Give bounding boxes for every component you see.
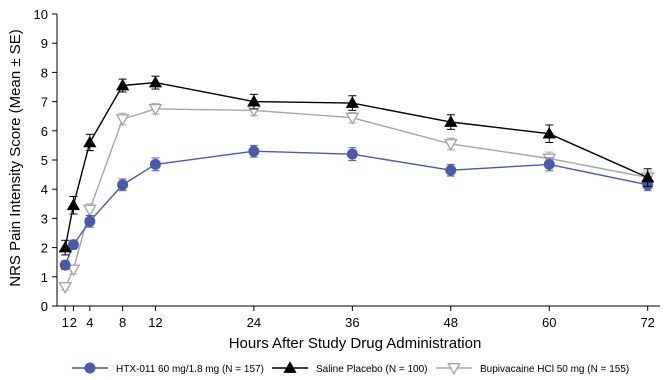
- y-tick-label: 10: [34, 7, 48, 22]
- legend-item-0: HTX-011 60 mg/1.8 mg (N = 157): [72, 362, 264, 375]
- x-tick-label: 48: [444, 315, 458, 330]
- legend-item-2: Bupivacaine HCl 50 mg (N = 155): [436, 362, 629, 376]
- data-point: [247, 94, 261, 107]
- data-point: [345, 112, 360, 125]
- x-tick-label: 12: [148, 315, 162, 330]
- y-tick-label: 2: [41, 241, 48, 256]
- x-tick-label: 4: [86, 315, 93, 330]
- series-2: [58, 103, 655, 295]
- data-point: [149, 158, 161, 170]
- x-tick-label: 60: [542, 315, 556, 330]
- data-point: [66, 264, 81, 277]
- y-tick-label: 8: [41, 65, 48, 80]
- legend-marker: [447, 362, 461, 376]
- data-point: [58, 282, 73, 295]
- y-axis-title: NRS Pain Intensity Score (Mean ± SE): [7, 29, 24, 287]
- series-line: [64, 150, 648, 266]
- data-point: [443, 138, 458, 152]
- x-tick-label: 24: [247, 315, 261, 330]
- data-point: [346, 148, 358, 160]
- series-line: [64, 81, 648, 248]
- x-tick-label: 1: [62, 315, 69, 330]
- data-point: [345, 96, 359, 108]
- data-point: [67, 239, 79, 251]
- data-point: [58, 240, 72, 253]
- y-tick-label: 5: [41, 153, 48, 168]
- legend: HTX-011 60 mg/1.8 mg (N = 157) Saline Pla…: [72, 361, 629, 376]
- y-tick-label: 0: [41, 299, 48, 314]
- data-point: [59, 259, 71, 271]
- series-line: [64, 108, 648, 288]
- series-0: [59, 144, 654, 271]
- data-point: [248, 145, 260, 157]
- legend-marker: [283, 361, 297, 373]
- x-tick-label: 72: [640, 315, 654, 330]
- series-1: [58, 75, 655, 256]
- data-point: [641, 170, 655, 183]
- data-point: [444, 115, 458, 127]
- x-tick-label: 36: [345, 315, 359, 330]
- data-point: [445, 164, 457, 176]
- y-tick-label: 3: [41, 211, 48, 226]
- legend-label: Saline Placebo (N = 100): [316, 364, 427, 375]
- data-point: [148, 75, 163, 88]
- legend-label: HTX-011 60 mg/1.8 mg (N = 157): [116, 364, 264, 375]
- data-point: [116, 78, 130, 91]
- data-point: [66, 198, 81, 211]
- y-tick-label: 4: [41, 182, 48, 197]
- legend-marker: [84, 362, 96, 374]
- y-tick-label: 7: [41, 95, 48, 110]
- y-tick-label: 1: [41, 270, 48, 285]
- data-point: [542, 126, 556, 139]
- data-point: [117, 179, 129, 191]
- data-point: [84, 215, 96, 227]
- series-layer: [58, 75, 655, 295]
- y-tick-label: 9: [41, 36, 48, 51]
- x-tick-label: 2: [70, 315, 77, 330]
- data-point: [115, 114, 130, 127]
- data-point: [543, 158, 555, 170]
- legend-item-1: Saline Placebo (N = 100): [272, 361, 427, 375]
- legend-label: Bupivacaine HCl 50 mg (N = 155): [480, 364, 629, 375]
- data-point: [83, 135, 97, 148]
- x-tick-label: 8: [119, 315, 126, 330]
- data-point: [82, 204, 97, 217]
- y-tick-label: 6: [41, 124, 48, 139]
- x-axis-title: Hours After Study Drug Administration: [229, 335, 482, 352]
- data-point: [148, 103, 163, 117]
